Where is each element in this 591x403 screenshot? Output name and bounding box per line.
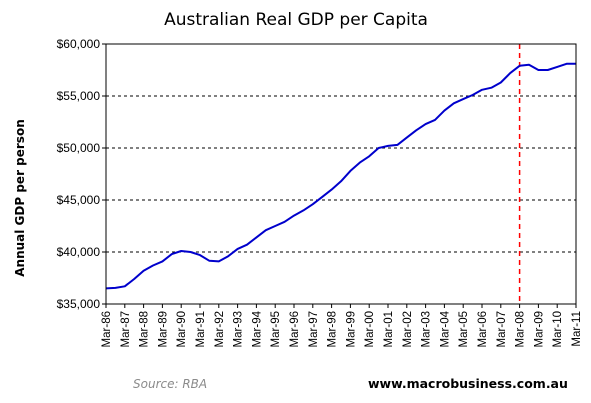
x-tick-label: Mar-89 <box>157 311 169 347</box>
x-tick-label: Mar-97 <box>308 311 320 347</box>
x-tick-label: Mar-11 <box>571 311 583 347</box>
series-group <box>105 62 576 290</box>
x-tick-label: Mar-91 <box>195 311 207 347</box>
x-tick-label: Mar-02 <box>402 311 414 347</box>
x-tick-label: Mar-07 <box>496 311 508 347</box>
x-tick-label: Mar-00 <box>364 311 376 347</box>
gridlines <box>102 43 576 305</box>
x-tick-label: Mar-98 <box>327 311 339 347</box>
x-tick-label: Mar-03 <box>421 311 433 347</box>
x-tick-label: Mar-95 <box>270 311 282 347</box>
x-tick-label: Mar-08 <box>515 311 527 347</box>
x-tick-label: Mar-93 <box>233 311 245 347</box>
x-tick-label: Mar-86 <box>101 311 113 347</box>
x-tick-label: Mar-94 <box>251 310 263 347</box>
y-tick-label: $45,000 <box>57 193 101 207</box>
x-tick-label: Mar-06 <box>477 311 489 347</box>
x-tick-label: Mar-90 <box>176 311 188 347</box>
x-tick-label: Mar-88 <box>139 311 151 347</box>
x-tick-label: Mar-05 <box>458 311 470 347</box>
x-tick-label: Mar-99 <box>345 311 357 347</box>
x-tick-label: Mar-04 <box>439 310 451 347</box>
y-tick-label: $50,000 <box>57 141 101 155</box>
x-tick-label: Mar-09 <box>533 311 545 347</box>
plot-frame <box>105 43 577 305</box>
website-credit[interactable]: www.macrobusiness.com.au <box>368 376 568 391</box>
x-tick-labels: Mar-86 Mar-87 Mar-88 Mar-89 Mar-90 Mar-91 Mar-… <box>101 310 583 347</box>
x-tick-label: Mar-10 <box>552 311 564 347</box>
axes <box>105 43 577 308</box>
chart-title: Australian Real GDP per Capita <box>164 10 428 30</box>
x-tick-label: Mar-96 <box>289 311 301 347</box>
y-tick-labels: $35,000 $40,000 $45,000 $50,000 $55,000 $60,0… <box>57 37 101 311</box>
y-tick-label: $55,000 <box>57 89 101 103</box>
x-tick-label: Mar-87 <box>120 311 132 347</box>
y-tick-label: $40,000 <box>57 245 101 259</box>
y-axis-label: Annual GDP per person <box>13 119 27 277</box>
y-tick-label: $35,000 <box>57 297 101 311</box>
x-tick-label: Mar-01 <box>383 311 395 347</box>
series-line <box>105 62 576 290</box>
y-tick-label: $60,000 <box>57 37 101 51</box>
x-tick-label: Mar-92 <box>214 311 226 347</box>
source-note: Source: RBA <box>133 377 207 391</box>
